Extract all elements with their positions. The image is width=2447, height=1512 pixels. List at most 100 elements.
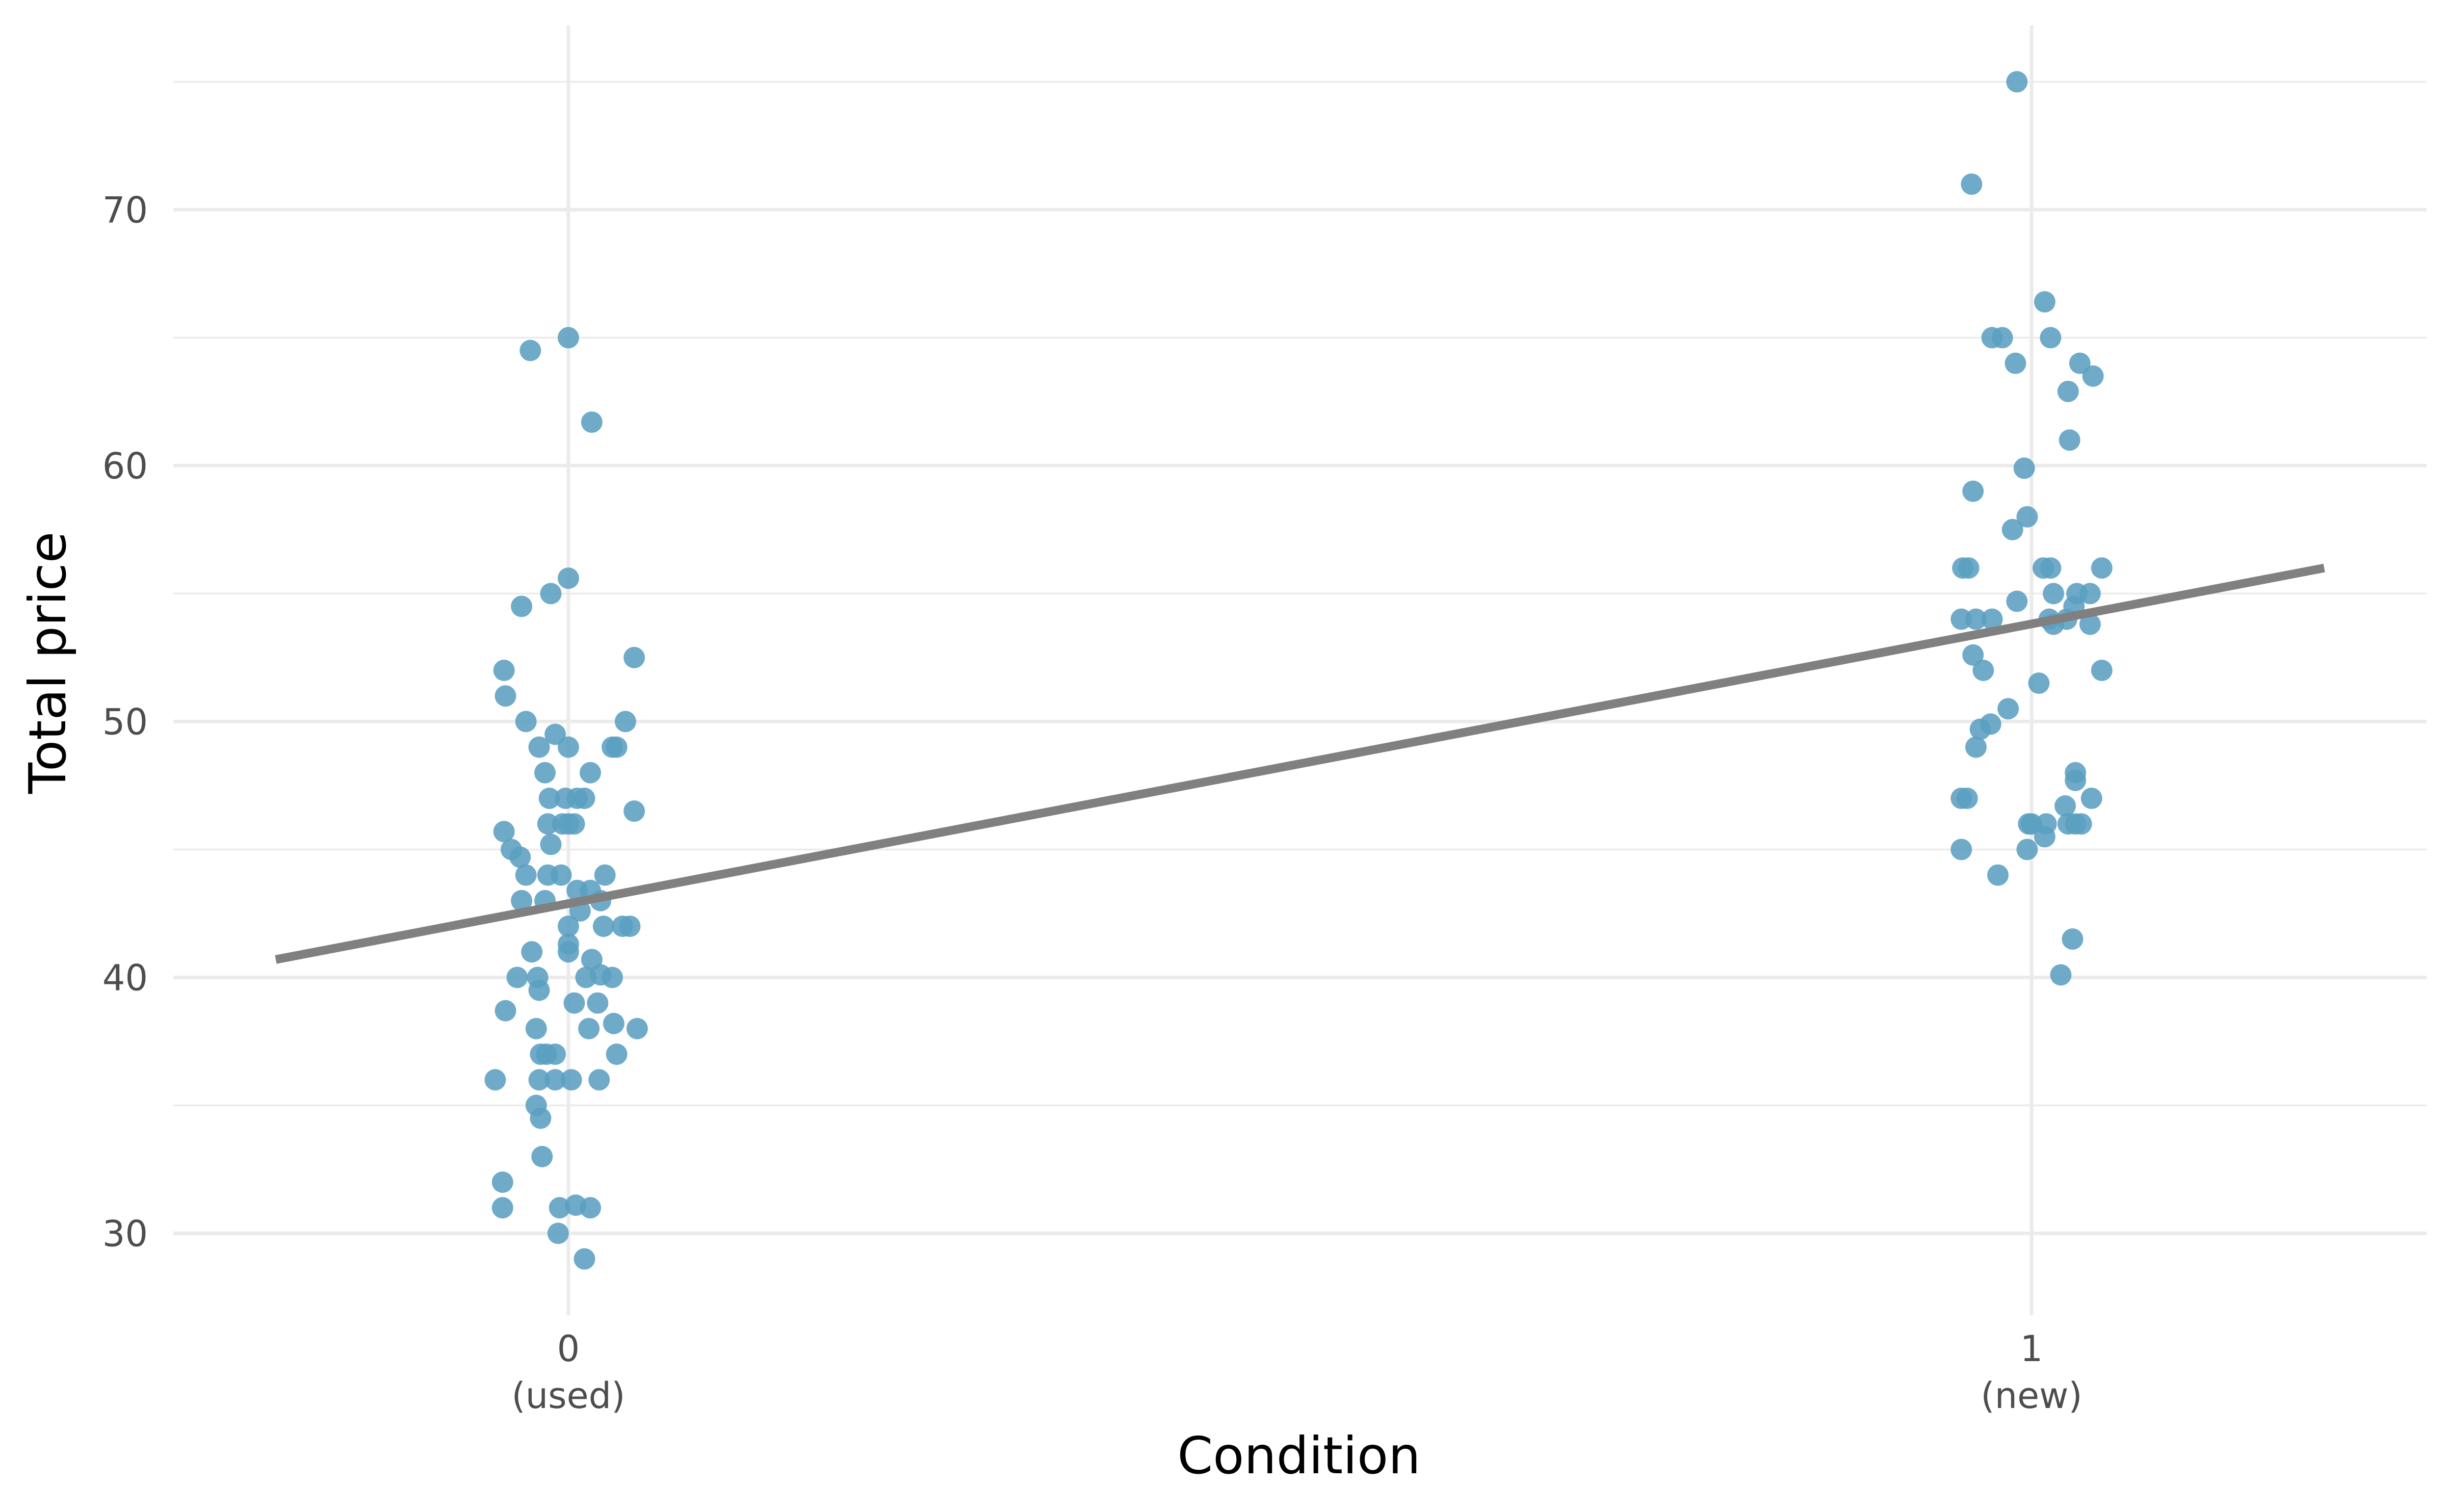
data-point (588, 1069, 610, 1091)
data-point (574, 787, 595, 809)
data-point (578, 1018, 600, 1039)
data-point (603, 1012, 624, 1034)
data-point (540, 583, 562, 605)
data-point (614, 711, 636, 733)
data-points (484, 71, 2113, 1270)
data-point (2040, 557, 2062, 579)
data-point (534, 762, 556, 784)
data-point (626, 1018, 648, 1039)
data-point (579, 762, 601, 784)
x-tick-label: 0 (557, 1328, 580, 1370)
data-point (540, 833, 562, 855)
data-point (1991, 327, 2013, 349)
data-point (544, 1069, 566, 1091)
data-point (2034, 291, 2055, 313)
data-point (506, 967, 528, 988)
data-point (2016, 506, 2038, 528)
data-point (1956, 787, 1978, 809)
data-point (2080, 787, 2102, 809)
data-point (528, 979, 550, 1001)
data-point (2013, 457, 2035, 479)
data-point (581, 411, 603, 433)
data-point (1987, 864, 2009, 886)
data-point (1961, 173, 1983, 195)
data-point (1962, 644, 1984, 666)
data-point (494, 685, 516, 707)
data-point (515, 711, 537, 733)
data-point (2040, 327, 2062, 349)
data-point (602, 967, 623, 988)
data-point (525, 1018, 547, 1039)
x-tick-sublabel: (used) (511, 1375, 625, 1417)
data-point (2070, 813, 2092, 835)
data-point (2059, 429, 2080, 451)
data-point (515, 864, 537, 886)
data-point (1958, 557, 1980, 579)
data-point (544, 1043, 566, 1065)
x-tick-labels: 0 (used) 1 (new) (511, 1328, 2082, 1417)
data-point (491, 1197, 513, 1219)
y-tick-label: 50 (102, 701, 148, 743)
data-point (587, 992, 609, 1014)
data-point (2057, 380, 2079, 402)
data-point (493, 660, 515, 681)
data-point (538, 787, 560, 809)
data-point (1965, 608, 1987, 630)
data-point (574, 1248, 595, 1270)
regression-line-group (275, 563, 2325, 964)
data-point (521, 941, 543, 963)
data-point (557, 567, 579, 589)
x-tick-label: 1 (2020, 1328, 2043, 1370)
data-point (563, 813, 585, 835)
data-point (2065, 769, 2087, 791)
data-point (494, 1000, 516, 1022)
data-point (557, 327, 579, 349)
data-point (530, 1107, 552, 1129)
data-point (2069, 352, 2091, 374)
data-point (1962, 480, 1984, 502)
data-point (2054, 795, 2076, 817)
data-point (2082, 365, 2104, 387)
data-point (519, 340, 541, 361)
data-point (579, 1197, 601, 1219)
data-point (511, 595, 533, 617)
data-point (557, 915, 579, 937)
data-point (2034, 826, 2055, 848)
data-point (1981, 608, 2003, 630)
data-point (2006, 590, 2028, 612)
y-axis-title: Total price (18, 532, 77, 794)
data-point (2001, 518, 2023, 540)
data-point (2043, 583, 2065, 605)
data-point (528, 736, 550, 758)
data-point (2079, 583, 2101, 605)
data-point (592, 915, 614, 937)
data-point (2028, 672, 2050, 694)
data-point (563, 992, 585, 1014)
data-point (2006, 71, 2028, 93)
data-point (2016, 839, 2038, 861)
data-point (2018, 813, 2040, 835)
data-point (2091, 660, 2113, 681)
data-point (1950, 608, 1972, 630)
y-tick-label: 70 (102, 189, 148, 231)
y-tick-labels: 30 40 50 60 70 (102, 189, 148, 1255)
data-point (1972, 660, 1994, 681)
data-point (2079, 613, 2101, 635)
data-point (550, 864, 572, 886)
data-point (1969, 718, 1991, 740)
data-point (484, 1069, 506, 1091)
y-tick-label: 60 (102, 445, 148, 487)
data-point (594, 864, 616, 886)
data-point (2091, 557, 2113, 579)
data-point (528, 1069, 550, 1091)
data-point (509, 846, 531, 868)
data-point (2050, 964, 2072, 986)
data-point (623, 800, 645, 822)
x-tick-sublabel: (new) (1981, 1375, 2082, 1417)
data-point (2005, 352, 2026, 374)
data-point (557, 941, 579, 963)
data-point (606, 1043, 628, 1065)
data-point (1997, 698, 2019, 720)
data-point (1950, 839, 1972, 861)
